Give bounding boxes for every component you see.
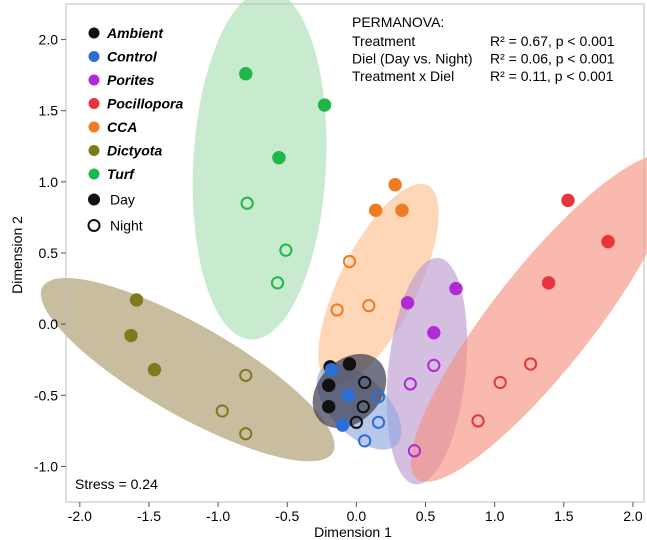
legend-label-pocillopora: Pocillopora [107,96,183,112]
point-pocillopora-day [541,276,556,290]
point-porites-day [400,296,415,310]
point-porites-day [427,325,441,340]
point-ambient-day [322,399,336,414]
point-ambient-day [342,357,357,371]
legend-label-ambient: Ambient [106,25,164,41]
point-pocillopora-night [471,414,485,428]
point-turf-day [317,98,332,112]
x-tick-label: 2.0 [623,508,643,524]
point-dictyota-day [129,293,144,307]
legend-label-porites: Porites [107,72,155,88]
point-porites-night [403,377,417,391]
point-cca-night [330,303,344,317]
ellipse-cca [318,183,439,385]
point-turf-day [239,67,253,81]
point-ambient-day [322,378,336,393]
point-ambient-night [356,400,370,414]
x-tick-label: -1.0 [206,508,230,524]
y-tick-label: 2.0 [39,32,59,48]
point-dictyota-day [124,328,138,343]
y-tick-label: -0.5 [34,387,58,403]
point-dictyota-night [239,427,253,441]
point-turf-night [240,196,254,210]
point-dictyota-night [215,404,229,418]
ellipse-turf [192,0,327,340]
x-tick-label: 1.5 [554,508,574,524]
point-control-night [358,434,372,448]
point-control-day [341,388,355,402]
point-ambient-night [349,415,363,429]
point-cca-night [362,299,376,313]
x-axis-label: Dimension 1 [314,524,392,540]
legend-swatch-ambient [88,27,100,39]
point-turf-night [270,276,285,290]
point-cca-day [395,203,409,218]
point-cca-day [369,203,383,218]
y-tick-label: 0.5 [39,245,59,261]
legend-label-turf: Turf [107,166,135,182]
y-tick-label: 1.5 [39,103,59,119]
axes: -2.0 -1.5 -1.0 -0.5 0.0 0.5 1.0 1.5 2.0 -1.0 -0.5 0… [34,3,645,524]
point-pocillopora-night [524,357,538,371]
y-axis-label: Dimension 2 [9,216,25,294]
data-points [124,67,615,458]
point-dictyota-day [147,362,162,377]
y-tick-label: -1.0 [34,458,58,474]
legend: Ambient Control Porites Pocillopora CCA Dicty… [87,25,183,234]
stats-term: Diel (Day vs. Night) [352,51,473,67]
y-tick-label: 1.0 [39,174,59,190]
x-tick-label: 1.0 [485,508,505,524]
legend-swatch-control [88,51,100,62]
y-tick-label: 0.0 [39,316,59,332]
legend-swatch-porites [88,74,100,86]
ellipse-dictyota [40,278,335,462]
legend-swatch-night [87,219,101,232]
point-control-day [324,362,339,377]
x-tick-label: 0.5 [416,508,436,524]
x-tick-label: -0.5 [275,508,299,524]
point-turf-day [272,150,286,165]
legend-label-control: Control [107,49,158,65]
point-cca-night [342,254,357,269]
stats-title: PERMANOVA: [352,14,444,30]
point-pocillopora-night [493,375,507,390]
legend-swatch-cca [88,121,100,133]
stats-value: R² = 0.67, p < 0.001 [490,33,615,49]
legend-label-day: Day [110,192,135,208]
legend-swatch-day [88,193,100,206]
point-pocillopora-day [561,193,575,208]
point-control-day [335,418,350,432]
legend-label-cca: CCA [107,119,137,135]
legend-label-night: Night [110,218,143,234]
point-control-night [371,415,386,429]
point-cca-day [388,178,402,192]
stats-term: Treatment [352,33,415,49]
stats-term: Treatment x Diel [352,68,454,84]
permanova-stats: PERMANOVA: Treatment R² = 0.67, p < 0.001 D… [352,14,615,84]
point-porites-day [449,281,463,296]
legend-swatch-pocillopora [88,98,100,109]
stats-value: R² = 0.06, p < 0.001 [490,51,615,67]
point-control-night [371,390,386,404]
point-dictyota-night [239,368,253,382]
x-tick-label: 0.0 [347,508,367,524]
legend-swatch-turf [88,168,100,180]
point-turf-night [279,243,293,257]
point-pocillopora-day [601,234,615,249]
x-tick-label: -1.5 [137,508,161,524]
x-tick-label: -2.0 [68,508,92,524]
point-porites-night [427,358,441,373]
legend-swatch-dictyota [88,145,100,156]
point-porites-night [407,444,422,458]
stress-label: Stress = 0.24 [75,476,158,492]
legend-label-dictyota: Dictyota [107,143,162,159]
point-ambient-night [358,375,372,390]
stats-value: R² = 0.11, p < 0.001 [490,68,614,84]
